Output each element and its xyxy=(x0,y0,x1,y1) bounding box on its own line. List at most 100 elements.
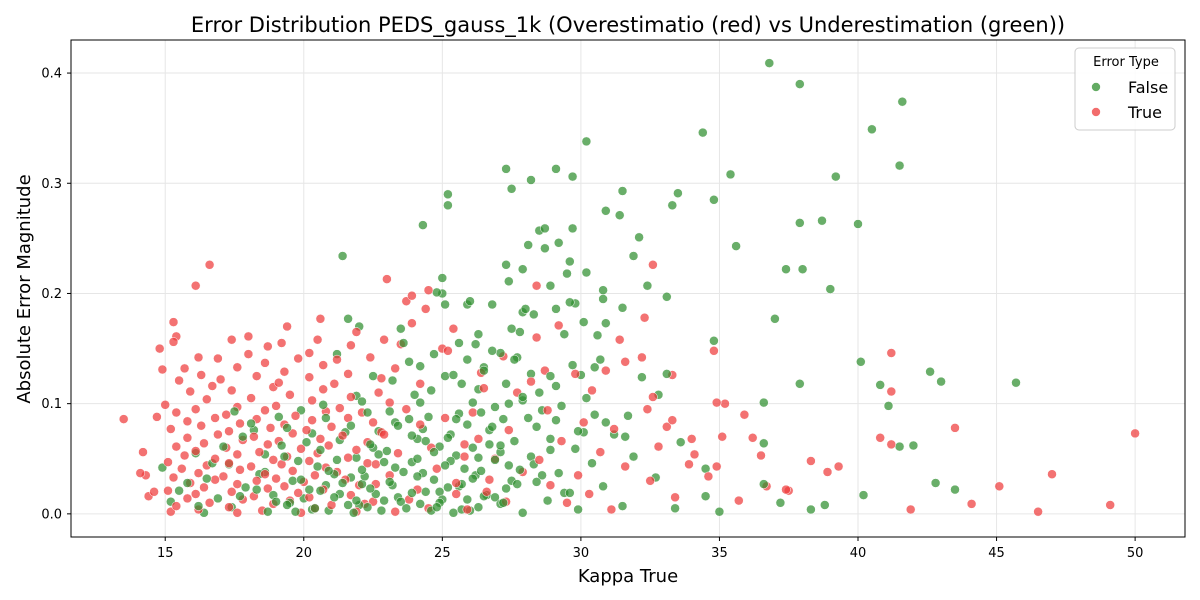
data-point-true xyxy=(531,332,542,343)
data-point-true xyxy=(833,461,844,472)
data-point-true xyxy=(260,469,270,479)
data-point-true xyxy=(279,481,290,492)
x-tick-label: 15 xyxy=(157,546,174,561)
data-point-true xyxy=(966,499,977,509)
data-point-true xyxy=(609,424,619,434)
data-point-false xyxy=(240,482,251,493)
data-point-false xyxy=(429,474,439,485)
data-point-false xyxy=(540,243,550,254)
data-point-true xyxy=(179,450,190,461)
data-point-false xyxy=(415,361,425,371)
y-axis-title: Absolute Error Magnitude xyxy=(14,174,35,403)
data-point-false xyxy=(296,474,306,485)
data-point-true xyxy=(193,468,204,478)
data-point-true xyxy=(213,353,223,364)
x-tick-label: 40 xyxy=(850,546,867,561)
data-point-true xyxy=(182,433,193,443)
data-point-false xyxy=(387,375,398,386)
data-point-true xyxy=(168,472,179,483)
data-point-false xyxy=(282,423,292,433)
data-point-true xyxy=(376,373,387,384)
data-point-true xyxy=(578,417,589,428)
data-point-true xyxy=(293,353,303,364)
data-point-true xyxy=(822,467,833,477)
data-point-true xyxy=(401,404,412,414)
data-point-true xyxy=(232,449,243,460)
data-point-true xyxy=(323,440,334,451)
data-point-true xyxy=(553,320,564,331)
data-point-false xyxy=(432,502,442,512)
data-point-false xyxy=(856,357,866,367)
x-axis-title: Kappa True xyxy=(578,566,678,587)
data-point-true xyxy=(210,474,220,485)
data-point-false xyxy=(310,503,320,514)
x-tick-label: 20 xyxy=(296,546,313,561)
data-point-false xyxy=(218,441,229,452)
data-point-false xyxy=(456,379,467,389)
data-points xyxy=(118,58,1140,518)
data-point-true xyxy=(448,323,459,334)
data-point-true xyxy=(1130,428,1140,439)
data-point-true xyxy=(562,498,572,508)
data-point-false xyxy=(429,447,439,457)
data-point-true xyxy=(711,461,722,472)
data-point-false xyxy=(709,336,719,346)
data-point-true xyxy=(379,334,389,345)
x-tick-label: 25 xyxy=(434,546,451,561)
data-point-false xyxy=(473,452,484,463)
data-point-false xyxy=(382,446,392,456)
data-point-false xyxy=(908,440,919,451)
data-point-false xyxy=(337,478,348,488)
data-point-true xyxy=(886,348,897,358)
data-point-true xyxy=(268,455,279,465)
data-point-false xyxy=(398,467,409,477)
data-point-false xyxy=(551,164,561,174)
data-point-true xyxy=(315,314,326,324)
data-point-true xyxy=(1047,469,1057,479)
data-point-false xyxy=(567,360,578,370)
data-point-true xyxy=(215,374,226,385)
data-point-true xyxy=(210,454,220,464)
data-point-true xyxy=(756,450,766,461)
data-point-true xyxy=(196,370,206,380)
data-point-false xyxy=(795,218,805,228)
data-point-true xyxy=(296,444,306,454)
data-point-false xyxy=(595,354,606,365)
data-point-true xyxy=(781,484,791,495)
data-point-false xyxy=(634,232,644,243)
data-point-true xyxy=(226,334,237,345)
data-point-true xyxy=(373,387,384,398)
data-point-true xyxy=(251,371,262,381)
data-point-true xyxy=(620,357,630,367)
data-point-false xyxy=(470,339,481,349)
data-point-false xyxy=(293,456,303,466)
data-point-false xyxy=(570,444,581,454)
y-tick-label: 0.2 xyxy=(41,287,62,302)
data-point-true xyxy=(226,487,237,497)
data-point-true xyxy=(265,423,276,433)
data-point-false xyxy=(531,477,542,487)
data-point-true xyxy=(315,434,326,444)
data-point-false xyxy=(520,304,531,314)
data-point-true xyxy=(407,290,417,301)
data-point-false xyxy=(581,267,592,278)
data-point-true xyxy=(271,473,281,484)
data-point-true xyxy=(179,363,190,374)
data-point-true xyxy=(362,458,373,468)
data-point-false xyxy=(614,210,625,220)
data-point-true xyxy=(739,409,750,420)
data-point-false xyxy=(504,276,514,287)
data-point-true xyxy=(263,439,273,450)
data-point-true xyxy=(232,508,243,518)
legend-label-false: False xyxy=(1128,78,1168,97)
data-point-false xyxy=(229,406,240,417)
data-point-false xyxy=(770,314,780,324)
data-point-true xyxy=(154,343,165,354)
data-point-true xyxy=(199,438,209,449)
data-point-true xyxy=(645,476,655,486)
data-point-false xyxy=(429,349,439,359)
data-point-false xyxy=(601,318,611,328)
data-point-true xyxy=(290,411,301,421)
data-point-false xyxy=(498,498,509,508)
data-point-false xyxy=(448,370,459,380)
